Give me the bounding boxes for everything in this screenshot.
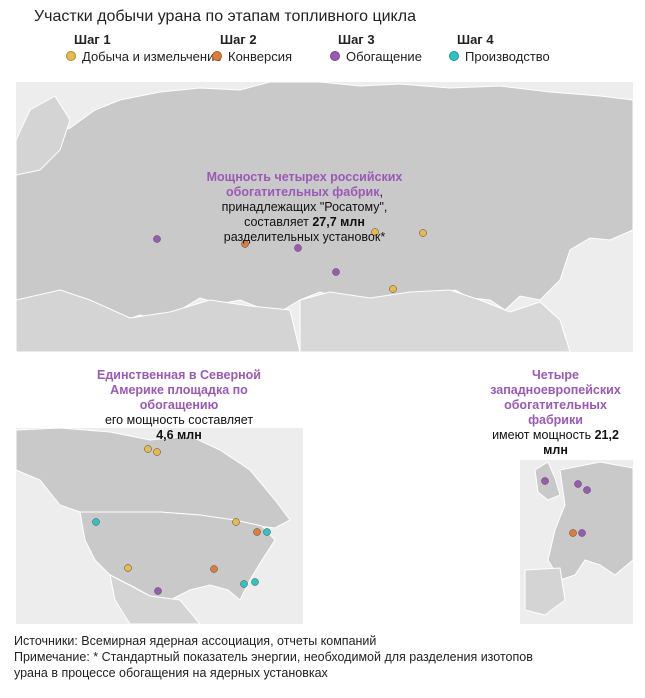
facility-na-fabrication-3 xyxy=(240,580,248,588)
legend-step-4-head: Шаг 4 xyxy=(457,32,494,47)
legend-step-3-head: Шаг 3 xyxy=(338,32,375,47)
legend-dot-yellow-icon xyxy=(66,51,76,61)
central-asia-landmass xyxy=(15,289,301,353)
na-annotation: Единственная в Северной Америке площадка… xyxy=(93,368,265,443)
footer-note-line2: урана в процессе обогащения на ядерных у… xyxy=(14,666,328,680)
legend-step-2-head: Шаг 2 xyxy=(220,32,257,47)
legend-dot-purple-icon xyxy=(330,51,340,61)
na-annotation-highlight: Единственная в Северной Америке площадка… xyxy=(97,368,261,412)
mexico-landmass xyxy=(109,574,202,625)
na-annotation-line2: его мощность составляет xyxy=(104,413,254,427)
facility-na-mining-4 xyxy=(124,564,132,572)
na-annotation-value: 4,6 млн xyxy=(156,428,202,442)
facility-russia-conversion xyxy=(241,240,249,248)
facility-russia-enrichment-center xyxy=(294,244,302,252)
page-title: Участки добычи урана по этапам топливног… xyxy=(34,8,416,25)
legend-dot-teal-icon xyxy=(449,51,459,61)
north-america-facilities xyxy=(92,445,271,595)
facility-russia-mining-2 xyxy=(419,229,427,237)
continental-europe-landmass xyxy=(547,461,634,581)
eu-annotation-value: 21,2 млн xyxy=(543,428,619,457)
facility-na-mining-1 xyxy=(144,445,152,453)
europe-facilities xyxy=(541,477,591,537)
russia-facilities xyxy=(153,228,427,293)
russia-annotation-line2: принадлежащих "Росатому", xyxy=(221,200,388,214)
russia-map-panel xyxy=(15,81,634,353)
china-mongolia-landmass xyxy=(299,289,571,353)
footer: Источники: Всемирная ядерная ассоциация,… xyxy=(14,633,634,681)
legend-dot-orange-icon xyxy=(212,51,222,61)
legend-step-3: Шаг 3 Обогащение xyxy=(330,32,422,64)
facility-na-mining-3 xyxy=(232,518,240,526)
facility-eu-enrichment-uk xyxy=(541,477,549,485)
facility-eu-enrichment-fr xyxy=(578,529,586,537)
russia-annotation-line3: составляет xyxy=(244,215,313,229)
legend-step-2: Шаг 2 Конверсия xyxy=(212,32,292,64)
eu-annotation: Четыре западноевропейских обогатительных… xyxy=(478,368,633,458)
russia-annotation-value: 27,7 млн xyxy=(312,215,365,229)
russia-annotation-highlight: Мощность четырех российских обогатительн… xyxy=(206,170,403,199)
legend-step-4: Шаг 4 Производство xyxy=(449,32,550,64)
russia-annotation-line4: разделительных установок* xyxy=(223,230,386,244)
north-america-map-panel xyxy=(15,427,303,625)
russia-annotation-comma: , xyxy=(379,185,383,199)
russia-annotation: Мощность четырех российских обогатительн… xyxy=(192,170,417,245)
facility-russia-mining-1 xyxy=(371,228,379,236)
facility-na-enrichment xyxy=(154,587,162,595)
facility-russia-enrichment-east xyxy=(332,268,340,276)
legend-step-1: Шаг 1 Добыча и измельчение xyxy=(66,32,222,64)
facility-na-mining-2 xyxy=(153,448,161,456)
footer-sources: Источники: Всемирная ядерная ассоциация,… xyxy=(14,634,377,648)
facility-na-conversion-1 xyxy=(253,528,261,536)
legend-step-1-head: Шаг 1 xyxy=(74,32,111,47)
eu-annotation-highlight: Четыре западноевропейских обогатительных… xyxy=(490,368,621,427)
footer-note-line1: Примечание: * Стандартный показатель эне… xyxy=(14,650,533,664)
facility-eu-conversion-fr xyxy=(569,529,577,537)
facility-na-fabrication-2 xyxy=(263,528,271,536)
facility-na-conversion-2 xyxy=(210,565,218,573)
facility-russia-mining-3 xyxy=(389,285,397,293)
facility-eu-enrichment-de xyxy=(583,486,591,494)
facility-na-fabrication-4 xyxy=(251,578,259,586)
facility-na-fabrication-1 xyxy=(92,518,100,526)
legend-step-3-label: Обогащение xyxy=(346,49,422,64)
facility-russia-enrichment-west xyxy=(153,235,161,243)
legend-step-2-label: Конверсия xyxy=(228,49,293,64)
legend-step-4-label: Производство xyxy=(465,49,550,64)
eu-annotation-line2: имеют мощность xyxy=(492,428,595,442)
facility-eu-enrichment-nl xyxy=(574,480,582,488)
iberia-landmass xyxy=(524,567,566,616)
legend-step-1-label: Добыча и измельчение xyxy=(82,49,222,64)
scandinavia-landmass xyxy=(15,95,71,176)
